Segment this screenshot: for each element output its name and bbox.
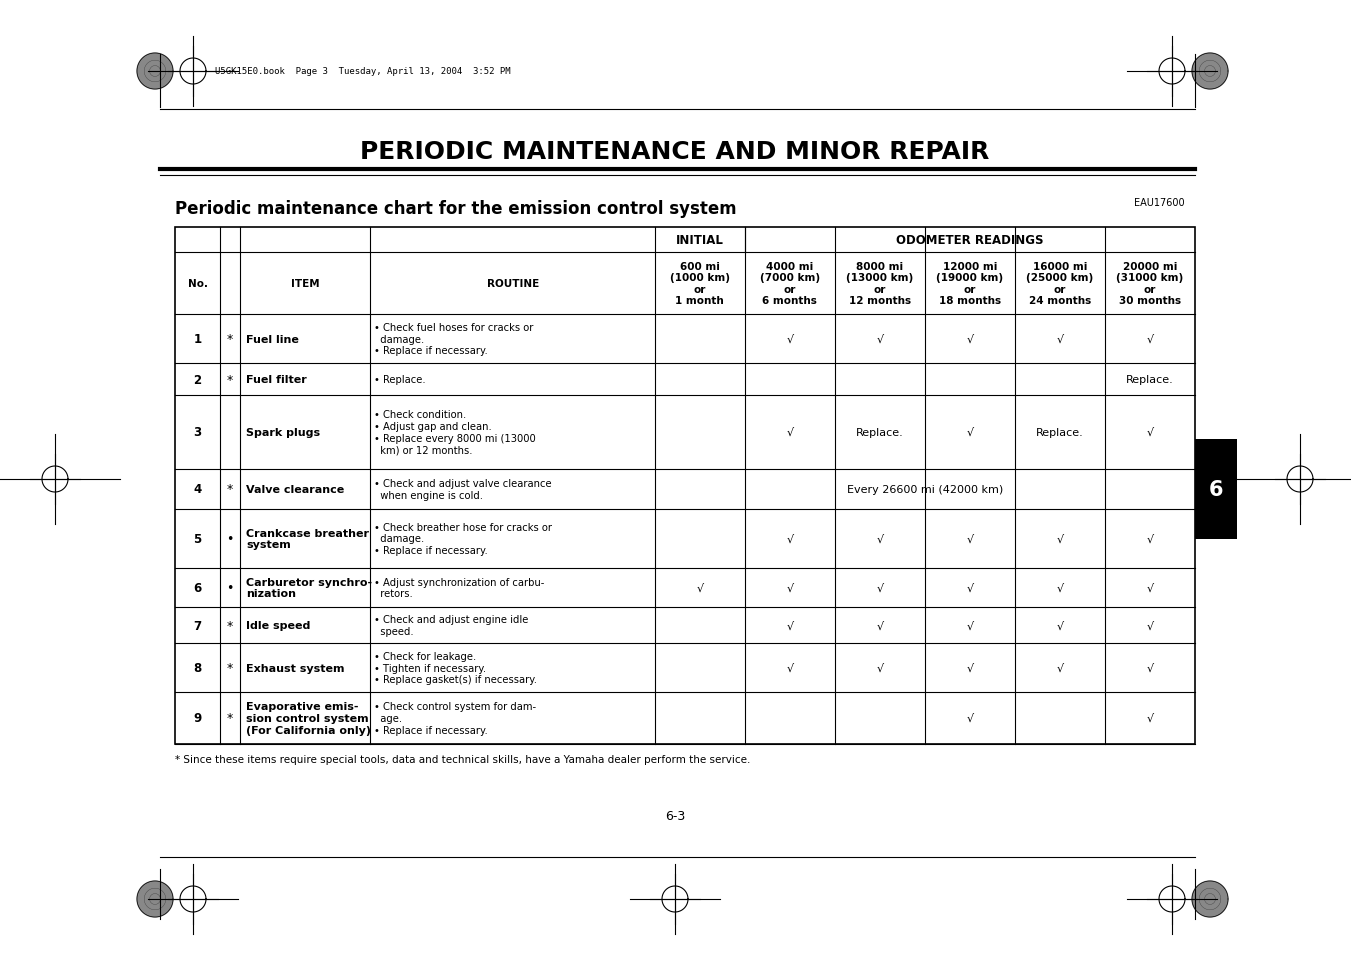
Text: √: √ — [786, 620, 793, 631]
Text: Spark plugs: Spark plugs — [246, 427, 320, 437]
Text: √: √ — [1147, 427, 1154, 437]
Text: √: √ — [786, 335, 793, 344]
Text: 7: 7 — [193, 619, 201, 632]
Text: 4: 4 — [193, 483, 201, 496]
Text: √: √ — [966, 713, 974, 723]
Text: √: √ — [786, 427, 793, 437]
Text: √: √ — [1147, 335, 1154, 344]
Text: Replace.: Replace. — [1127, 375, 1174, 385]
Polygon shape — [136, 882, 173, 917]
Text: *: * — [227, 483, 234, 496]
Text: 5: 5 — [193, 533, 201, 545]
Text: √: √ — [966, 534, 974, 544]
Text: √: √ — [1056, 583, 1063, 593]
Text: √: √ — [786, 583, 793, 593]
Text: 8000 mi
(13000 km)
or
12 months: 8000 mi (13000 km) or 12 months — [846, 261, 913, 306]
Text: √: √ — [786, 534, 793, 544]
Text: 3: 3 — [193, 426, 201, 439]
Text: √: √ — [966, 620, 974, 631]
Text: U5GK15E0.book  Page 3  Tuesday, April 13, 2004  3:52 PM: U5GK15E0.book Page 3 Tuesday, April 13, … — [215, 68, 511, 76]
Text: Replace.: Replace. — [857, 427, 904, 437]
Text: ODOMETER READINGS: ODOMETER READINGS — [896, 233, 1044, 247]
Text: Periodic maintenance chart for the emission control system: Periodic maintenance chart for the emiss… — [176, 200, 736, 218]
Text: √: √ — [966, 583, 974, 593]
Polygon shape — [136, 54, 173, 90]
Bar — [176, 228, 1196, 744]
Text: √: √ — [877, 335, 884, 344]
Text: 2: 2 — [193, 374, 201, 386]
Bar — [1196, 439, 1238, 539]
Text: No.: No. — [188, 278, 208, 289]
Text: Crankcase breather
system: Crankcase breather system — [246, 528, 369, 550]
Text: • Adjust synchronization of carbu-
  retors.: • Adjust synchronization of carbu- retor… — [374, 578, 544, 598]
Text: • Check for leakage.
• Tighten if necessary.
• Replace gasket(s) if necessary.: • Check for leakage. • Tighten if necess… — [374, 651, 538, 684]
Text: √: √ — [1147, 663, 1154, 673]
Text: √: √ — [966, 427, 974, 437]
Text: √: √ — [1147, 713, 1154, 723]
Text: 1: 1 — [193, 333, 201, 346]
Text: √: √ — [966, 663, 974, 673]
Text: Exhaust system: Exhaust system — [246, 663, 345, 673]
Text: EAU17600: EAU17600 — [1135, 198, 1185, 208]
Text: √: √ — [877, 663, 884, 673]
Text: *: * — [227, 712, 234, 724]
Text: •: • — [227, 581, 234, 595]
Text: *: * — [227, 619, 234, 632]
Text: √: √ — [877, 534, 884, 544]
Text: *: * — [227, 661, 234, 675]
Text: • Check and adjust engine idle
  speed.: • Check and adjust engine idle speed. — [374, 615, 528, 637]
Text: Idle speed: Idle speed — [246, 620, 311, 631]
Text: *: * — [227, 374, 234, 386]
Text: • Check condition.
• Adjust gap and clean.
• Replace every 8000 mi (13000
  km) : • Check condition. • Adjust gap and clea… — [374, 410, 536, 455]
Text: 9: 9 — [193, 712, 201, 724]
Text: PERIODIC MAINTENANCE AND MINOR REPAIR: PERIODIC MAINTENANCE AND MINOR REPAIR — [361, 140, 990, 164]
Text: √: √ — [786, 663, 793, 673]
Text: INITIAL: INITIAL — [676, 233, 724, 247]
Text: 6: 6 — [193, 581, 201, 595]
Polygon shape — [1192, 882, 1228, 917]
Text: 4000 mi
(7000 km)
or
6 months: 4000 mi (7000 km) or 6 months — [759, 261, 820, 306]
Text: Fuel filter: Fuel filter — [246, 375, 307, 385]
Text: *: * — [227, 333, 234, 346]
Text: * Since these items require special tools, data and technical skills, have a Yam: * Since these items require special tool… — [176, 754, 750, 764]
Text: • Replace.: • Replace. — [374, 375, 426, 385]
Text: 12000 mi
(19000 km)
or
18 months: 12000 mi (19000 km) or 18 months — [936, 261, 1004, 306]
Text: √: √ — [877, 583, 884, 593]
Text: √: √ — [696, 583, 704, 593]
Text: √: √ — [1147, 583, 1154, 593]
Text: • Check fuel hoses for cracks or
  damage.
• Replace if necessary.: • Check fuel hoses for cracks or damage.… — [374, 323, 534, 356]
Text: 6-3: 6-3 — [665, 809, 685, 822]
Text: 6: 6 — [1209, 479, 1223, 499]
Text: √: √ — [877, 620, 884, 631]
Text: 8: 8 — [193, 661, 201, 675]
Text: • Check breather hose for cracks or
  damage.
• Replace if necessary.: • Check breather hose for cracks or dama… — [374, 522, 553, 556]
Polygon shape — [1192, 54, 1228, 90]
Text: Every 26600 mi (42000 km): Every 26600 mi (42000 km) — [847, 484, 1002, 495]
Text: Carburetor synchro-
nization: Carburetor synchro- nization — [246, 578, 373, 598]
Text: √: √ — [966, 335, 974, 344]
Text: Replace.: Replace. — [1036, 427, 1084, 437]
Text: √: √ — [1056, 663, 1063, 673]
Text: • Check control system for dam-
  age.
• Replace if necessary.: • Check control system for dam- age. • R… — [374, 701, 536, 735]
Text: ROUTINE: ROUTINE — [486, 278, 539, 289]
Text: √: √ — [1056, 620, 1063, 631]
Text: ITEM: ITEM — [290, 278, 320, 289]
Text: • Check and adjust valve clearance
  when engine is cold.: • Check and adjust valve clearance when … — [374, 478, 553, 500]
Text: 16000 mi
(25000 km)
or
24 months: 16000 mi (25000 km) or 24 months — [1027, 261, 1093, 306]
Text: √: √ — [1147, 620, 1154, 631]
Text: 600 mi
(1000 km)
or
1 month: 600 mi (1000 km) or 1 month — [670, 261, 730, 306]
Text: √: √ — [1147, 534, 1154, 544]
Text: •: • — [227, 533, 234, 545]
Text: 20000 mi
(31000 km)
or
30 months: 20000 mi (31000 km) or 30 months — [1116, 261, 1183, 306]
Text: Fuel line: Fuel line — [246, 335, 299, 344]
Text: √: √ — [1056, 335, 1063, 344]
Text: √: √ — [1056, 534, 1063, 544]
Text: Evaporative emis-
sion control system
(For California only): Evaporative emis- sion control system (F… — [246, 701, 372, 735]
Text: Valve clearance: Valve clearance — [246, 484, 345, 495]
